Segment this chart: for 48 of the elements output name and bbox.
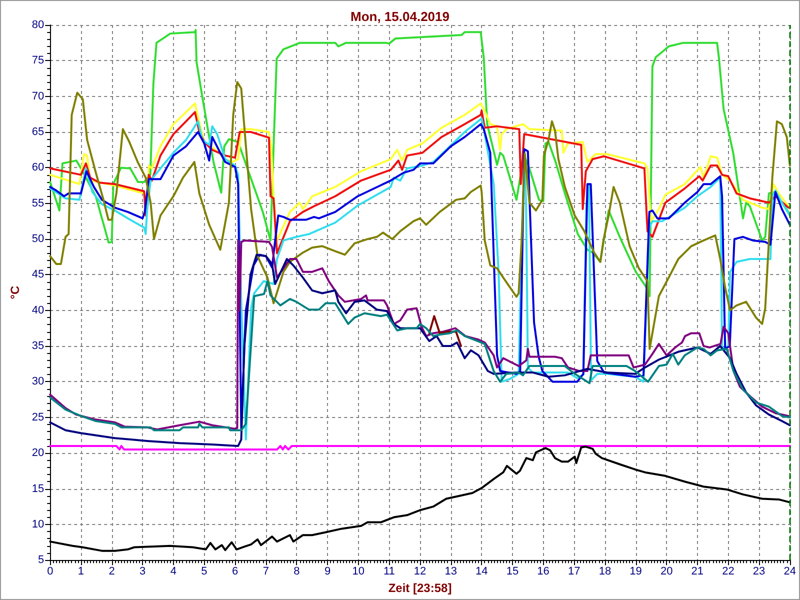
y-tick-label: 45: [32, 268, 44, 281]
x-tick-label: 23: [752, 566, 766, 578]
x-tick-label: 17: [568, 566, 580, 578]
line-series: [49, 81, 791, 350]
y-tick-label: 35: [32, 340, 44, 352]
x-tick-label: 3: [140, 566, 146, 578]
x-tick-label: 4: [170, 566, 176, 578]
y-tick-label: 25: [32, 411, 44, 424]
line-series: [49, 28, 790, 298]
y-tick-label: 80: [32, 19, 44, 31]
y-tick-label: 50: [32, 233, 44, 246]
x-tick-label: 9: [324, 566, 331, 578]
y-tick-label: 20: [32, 447, 44, 460]
x-tick-label: 19: [630, 566, 642, 578]
x-tick-label: 21: [691, 566, 704, 578]
x-tick-label: 2: [108, 566, 115, 578]
x-tick-label: 0: [47, 566, 54, 578]
x-tick-label: 11: [383, 566, 395, 578]
y-tick-label: 15: [32, 482, 44, 495]
y-tick-label: 40: [32, 304, 44, 316]
y-tick-label: 10: [32, 518, 44, 530]
y-tick-label: 70: [32, 90, 44, 102]
y-tick-label: 30: [32, 376, 44, 388]
line-series: [428, 315, 462, 348]
x-tick-label: 14: [476, 566, 488, 578]
x-tick-label: 13: [444, 566, 457, 578]
chart-title: Mon, 15.04.2019: [350, 9, 450, 24]
x-tick-label: 12: [414, 566, 426, 578]
x-tick-label: 8: [294, 566, 300, 578]
x-tick-label: 10: [352, 566, 364, 578]
y-tick-label: 55: [32, 197, 44, 210]
x-tick-label: 24: [784, 566, 796, 578]
x-tick-label: 5: [201, 566, 208, 578]
line-series: [49, 280, 791, 432]
x-axis-title: Zeit [23:58]: [388, 581, 452, 595]
x-tick-label: 7: [262, 566, 269, 578]
y-tick-label: 65: [32, 126, 44, 138]
x-tick-label: 16: [537, 566, 550, 578]
y-axis-title: °C: [8, 285, 22, 300]
y-tick-label: 60: [32, 162, 44, 174]
x-tick-label: 22: [722, 566, 734, 578]
x-tick-label: 20: [660, 566, 673, 578]
x-tick-label: 6: [232, 566, 238, 578]
x-tick-label: 1: [78, 566, 84, 578]
y-tick-label: 75: [32, 54, 44, 67]
x-tick-label: 18: [598, 566, 612, 578]
x-tick-label: 15: [506, 566, 519, 578]
y-tick-label: 5: [38, 554, 44, 566]
